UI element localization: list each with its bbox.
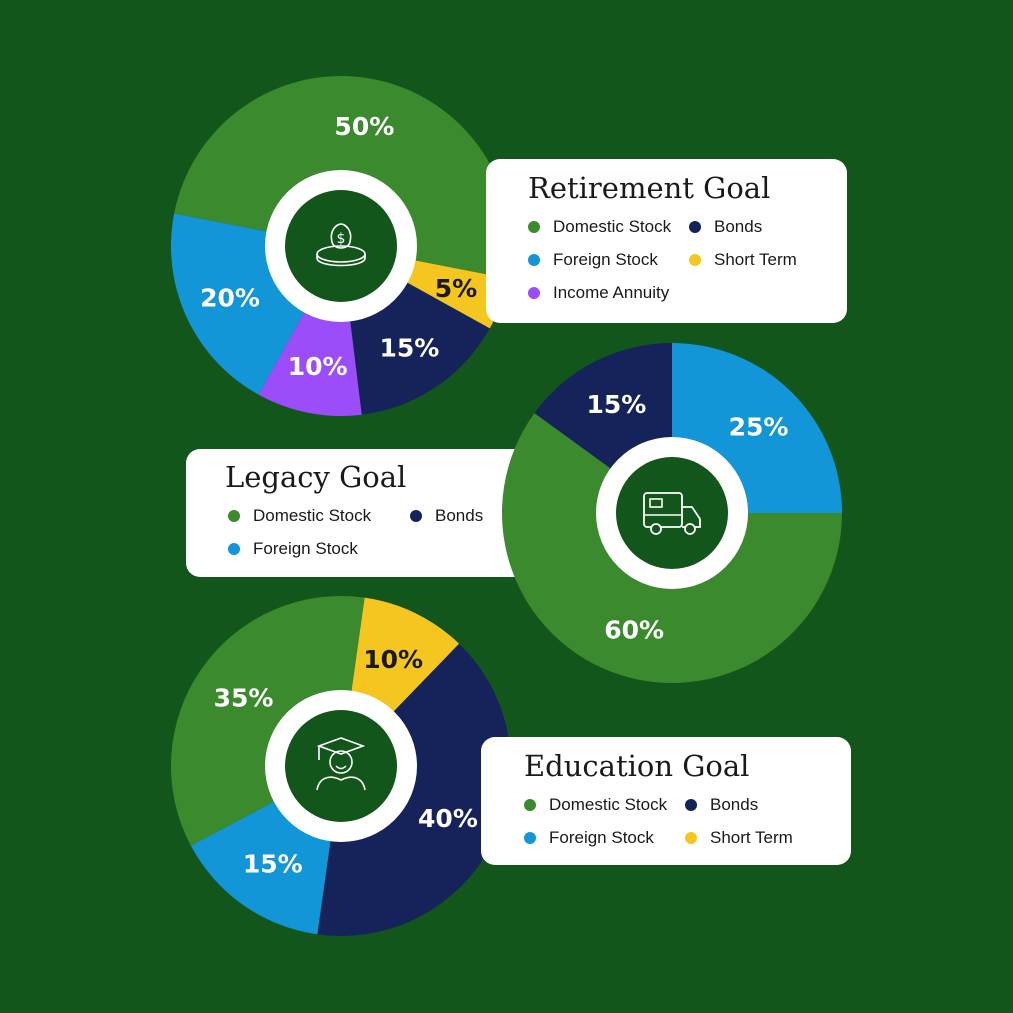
legend-label: Bonds bbox=[435, 506, 484, 525]
legend-label: Short Term bbox=[714, 250, 797, 269]
slice-value-label: 10% bbox=[288, 352, 348, 381]
slice-value-label: 40% bbox=[418, 804, 478, 833]
legend-swatch bbox=[685, 832, 697, 844]
money-bag-nest-icon: $ bbox=[316, 223, 366, 267]
slice-value-label: 25% bbox=[729, 412, 789, 441]
legend-label: Short Term bbox=[710, 828, 793, 847]
legend-label: Foreign Stock bbox=[553, 250, 658, 269]
legend-item-foreign-stock: Foreign Stock bbox=[228, 539, 358, 559]
legend-item-domestic-stock: Domestic Stock bbox=[528, 217, 671, 237]
education-goal-title: Education Goal bbox=[524, 749, 750, 783]
svg-text:$: $ bbox=[337, 231, 346, 247]
legend-swatch bbox=[528, 221, 540, 233]
donut-center bbox=[285, 710, 397, 822]
slice-value-label: 50% bbox=[334, 112, 394, 141]
legend-item-domestic-stock: Domestic Stock bbox=[524, 795, 667, 815]
legend-label: Foreign Stock bbox=[549, 828, 654, 847]
slice-value-label: 15% bbox=[587, 390, 647, 419]
legend-swatch bbox=[689, 221, 701, 233]
legend-label: Foreign Stock bbox=[253, 539, 358, 558]
camper-van-icon bbox=[643, 492, 701, 535]
legend-swatch bbox=[228, 510, 240, 522]
legend-swatch bbox=[685, 799, 697, 811]
legend-item-bonds: Bonds bbox=[685, 795, 758, 815]
pie-slice-bonds bbox=[317, 643, 511, 936]
legacy-goal-title: Legacy Goal bbox=[225, 460, 407, 494]
pie-slice-domestic-stock bbox=[170, 596, 365, 846]
legend-item-bonds: Bonds bbox=[410, 506, 483, 526]
legend-swatch bbox=[528, 254, 540, 266]
graduate-icon bbox=[316, 737, 366, 791]
legacy-donut-chart: 25% 60% 15% bbox=[501, 343, 842, 684]
legacy-legend-card: Legacy Goal Domestic Stock Bonds Foreign… bbox=[186, 449, 538, 577]
slice-value-label: 15% bbox=[243, 849, 303, 878]
legend-label: Income Annuity bbox=[553, 283, 670, 302]
retirement-goal-title: Retirement Goal bbox=[528, 171, 771, 205]
slice-value-label: 20% bbox=[200, 284, 260, 313]
legend-swatch bbox=[524, 832, 536, 844]
legend-label: Bonds bbox=[710, 795, 759, 814]
legend-label: Domestic Stock bbox=[253, 506, 372, 525]
legend-item-foreign-stock: Foreign Stock bbox=[524, 828, 654, 848]
slice-value-label: 15% bbox=[380, 333, 440, 362]
legend-item-bonds: Bonds bbox=[689, 217, 762, 237]
legend-item-foreign-stock: Foreign Stock bbox=[528, 250, 658, 270]
slice-value-label: 5% bbox=[435, 274, 477, 303]
legend-item-short-term: Short Term bbox=[685, 828, 793, 848]
legend-swatch bbox=[689, 254, 701, 266]
legend-label: Domestic Stock bbox=[553, 217, 672, 236]
slice-value-label: 60% bbox=[604, 615, 664, 644]
legend-item-domestic-stock: Domestic Stock bbox=[228, 506, 371, 526]
legend-label: Bonds bbox=[714, 217, 763, 236]
slice-value-label: 35% bbox=[214, 684, 274, 713]
legend-swatch bbox=[228, 543, 240, 555]
legend-swatch bbox=[528, 287, 540, 299]
education-donut-chart: 35% 10% 40% 15% bbox=[170, 596, 511, 936]
legend-item-short-term: Short Term bbox=[689, 250, 797, 270]
retirement-legend-card: Retirement Goal Domestic Stock Bonds For… bbox=[486, 159, 847, 323]
retirement-donut-chart: $50% 5% 15% 10% 20% bbox=[171, 76, 511, 416]
slice-value-label: 10% bbox=[363, 645, 423, 674]
donut-center bbox=[616, 457, 728, 569]
legend-label: Domestic Stock bbox=[549, 795, 668, 814]
legend-item-income-annuity: Income Annuity bbox=[528, 283, 669, 303]
legend-swatch bbox=[524, 799, 536, 811]
legend-swatch bbox=[410, 510, 422, 522]
education-legend-card: Education Goal Domestic Stock Bonds Fore… bbox=[481, 737, 851, 865]
